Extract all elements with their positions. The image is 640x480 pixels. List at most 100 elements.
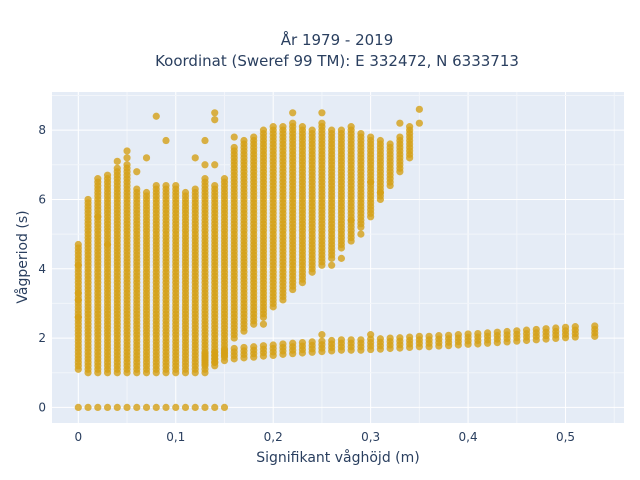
column-point [133,185,141,193]
outlier-point [337,254,346,262]
zero-row-point [181,403,190,412]
zero-row-point [84,403,92,412]
column-point [250,133,258,141]
lower-band-point [347,336,355,344]
column-point [259,126,268,134]
column-point [113,164,121,172]
lower-band-point [415,332,423,340]
column-point [240,136,248,145]
outlier-point [415,119,423,127]
outlier-point [357,230,365,238]
x-tick-label: 0,5 [556,430,575,444]
column-point [123,161,131,169]
outlier-point [74,313,82,321]
lower-band-point [220,346,229,354]
lower-band-point [211,348,219,356]
x-tick-label: 0,4 [459,430,478,444]
column-point [396,133,404,141]
lower-band-point [542,325,550,333]
y-tick-label: 2 [38,331,46,345]
column-point [142,188,151,197]
lower-band-point [201,350,209,358]
lower-band-point [328,336,336,345]
outlier-point [123,147,131,155]
outlier-point [211,161,219,169]
x-tick-label: 0,3 [361,430,380,444]
chart-title-line1: År 1979 - 2019 [281,30,394,49]
outlier-point [142,154,151,162]
lower-band-point [522,326,531,334]
outlier-point [406,123,414,131]
x-axis-label: Signifikant våghöjd (m) [256,449,419,466]
outlier-point [347,216,355,224]
column-point [347,123,355,131]
outlier-point [396,119,404,127]
lower-band-point [532,325,540,334]
lower-band-point [464,330,472,338]
outlier-point [318,331,326,339]
column-point [181,188,190,197]
column-point [211,181,219,190]
lower-band-point [337,336,346,344]
lower-band-point [454,331,462,339]
lower-band-point [376,335,384,343]
lower-band-point [279,340,287,348]
y-tick-label: 8 [38,123,46,137]
y-axis-ticks: 0 2 4 6 8 [38,123,46,414]
lower-band-point [250,343,258,351]
column-point [220,175,229,183]
y-tick-label: 4 [38,262,46,276]
lower-band-point [318,337,326,345]
outlier-point [133,168,141,176]
zero-row-point [123,403,131,412]
zero-row-point [113,403,121,412]
column-point [357,129,365,138]
outlier-point [123,154,131,162]
outlier-point [289,109,297,117]
outlier-point [74,296,82,304]
outlier-point [152,112,160,120]
outlier-point [376,188,384,197]
outlier-point [211,116,219,124]
column-point [201,175,209,183]
lower-band-point [435,332,443,340]
outlier-point [103,240,112,249]
outlier-point [318,109,326,117]
lower-band-point [269,341,277,349]
column-point [162,181,170,190]
outlier-point [201,136,209,145]
column-point [386,140,394,148]
outlier-point [113,157,121,165]
outlier-point [74,240,82,249]
lower-band-point [406,333,414,341]
zero-row-point [191,403,199,412]
lower-band-point [513,327,521,335]
outlier-point [74,289,82,297]
outlier-point [415,105,423,113]
column-point [367,133,375,141]
outlier-point [259,320,268,328]
column-point [172,181,180,190]
outlier-point [74,261,82,269]
zero-row-point [201,403,209,412]
column-point [279,123,287,131]
column-point [152,181,160,190]
lower-band-point [259,342,268,350]
outlier-point [211,109,219,117]
outlier-point [94,213,102,221]
lower-band-point [571,323,579,331]
lower-band-point [425,332,433,340]
lower-band-point [444,331,453,339]
zero-row-point [152,403,160,412]
y-tick-label: 0 [38,400,46,414]
lower-band-point [552,324,560,332]
lower-band-point [503,327,511,336]
zero-row-point [94,403,102,412]
outlier-point [230,133,238,141]
column-point [376,136,384,145]
zero-row-point [142,403,151,412]
y-axis-label: Vågperiod (s) [14,210,31,303]
column-point [230,143,238,152]
x-tick-label: 0,2 [264,430,283,444]
